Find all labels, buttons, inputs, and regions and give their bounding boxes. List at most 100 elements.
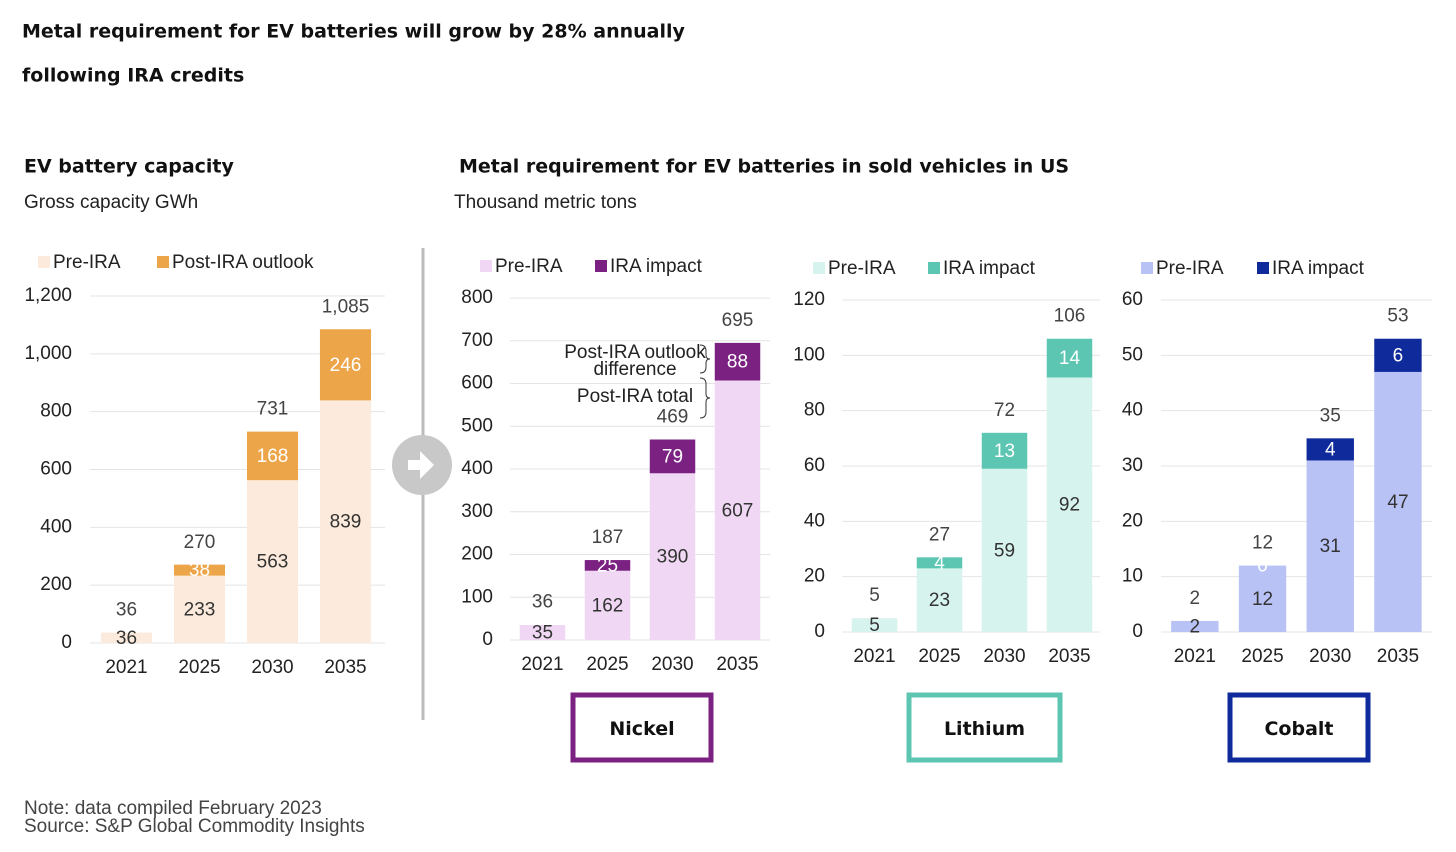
bar-segment <box>173 564 226 576</box>
y-tick-label: 60 <box>804 455 825 476</box>
y-tick-label: 0 <box>61 632 72 653</box>
y-tick-label: 200 <box>40 574 72 595</box>
total-label: 36 <box>116 600 137 621</box>
annotation-bracket <box>699 377 711 419</box>
y-tick-label: 0 <box>1132 621 1143 642</box>
legend-swatch <box>928 262 940 274</box>
bar-segment <box>246 480 299 643</box>
bar-segment <box>1306 438 1354 461</box>
main-title: Metal requirement for EV batteries will … <box>22 21 685 43</box>
bar-label: 607 <box>722 500 754 521</box>
bar-segment <box>1374 371 1422 632</box>
bar-label: 6 <box>1393 345 1404 366</box>
x-tick-label: 2030 <box>651 654 693 675</box>
x-tick-label: 2035 <box>1048 646 1090 667</box>
metal-label: Nickel <box>609 718 674 740</box>
source: Source: S&P Global Commodity Insights <box>24 816 365 837</box>
total-label: 187 <box>592 527 624 548</box>
bar-label: 233 <box>184 599 216 620</box>
section-subtitle: Thousand metric tons <box>454 192 637 213</box>
label-box <box>906 692 1063 763</box>
section-title: Metal requirement for EV batteries in so… <box>459 156 1069 178</box>
bar-segment <box>714 342 761 381</box>
bar-label: 162 <box>592 595 624 616</box>
bar-label: 36 <box>116 628 137 649</box>
total-label: 270 <box>184 532 216 553</box>
bar-label: 5 <box>869 615 880 636</box>
legend-label: Pre-IRA <box>495 256 563 277</box>
x-tick-label: 2035 <box>1377 646 1419 667</box>
x-tick-label: 2025 <box>178 657 220 678</box>
y-tick-label: 700 <box>461 330 493 351</box>
legend-label: IRA impact <box>943 258 1036 279</box>
y-tick-label: 500 <box>461 415 493 436</box>
bar-segment <box>851 618 898 632</box>
total-label: 469 <box>657 407 689 428</box>
label-box <box>570 692 714 763</box>
bar-segment <box>916 568 963 632</box>
bar-segment <box>519 625 566 640</box>
bar-segment <box>319 329 372 401</box>
bar-label: 246 <box>330 355 362 376</box>
y-tick-label: 120 <box>793 289 825 310</box>
y-tick-label: 100 <box>793 344 825 365</box>
y-tick-label: 40 <box>1122 400 1143 421</box>
total-label: 731 <box>257 399 289 420</box>
y-tick-label: 200 <box>461 544 493 565</box>
total-label: 1,085 <box>322 296 370 317</box>
note: Note: data compiled February 2023 <box>24 798 322 819</box>
x-tick-label: 2030 <box>1309 646 1351 667</box>
bar-label: 47 <box>1387 492 1408 513</box>
total-label: 695 <box>722 310 754 331</box>
legend-swatch <box>480 260 492 272</box>
bar-label: 4 <box>934 553 945 574</box>
total-label: 5 <box>869 585 880 606</box>
y-tick-label: 600 <box>40 459 72 480</box>
bar-label: 563 <box>257 552 289 573</box>
y-tick-label: 300 <box>461 501 493 522</box>
y-tick-label: 100 <box>461 586 493 607</box>
y-tick-label: 80 <box>804 400 825 421</box>
total-label: 35 <box>1320 405 1341 426</box>
bar-label: 35 <box>532 623 553 644</box>
bar-segment <box>1046 377 1093 632</box>
y-tick-label: 400 <box>40 516 72 537</box>
legend-swatch <box>1257 262 1269 274</box>
bar-segment <box>584 560 631 571</box>
bar-label: 12 <box>1252 589 1273 610</box>
x-tick-label: 2025 <box>1241 646 1283 667</box>
x-tick-label: 2030 <box>251 657 293 678</box>
bar-segment <box>714 380 761 640</box>
arrow <box>408 451 434 479</box>
x-tick-label: 2021 <box>853 646 895 667</box>
y-tick-label: 50 <box>1122 344 1143 365</box>
metal-label: Cobalt <box>1264 718 1333 740</box>
bar-segment <box>981 432 1028 469</box>
legend-label: IRA impact <box>1272 258 1365 279</box>
total-label: 106 <box>1054 306 1086 327</box>
y-tick-label: 400 <box>461 458 493 479</box>
legend-label: IRA impact <box>610 256 703 277</box>
annotation: Post-IRA outlook <box>564 342 706 363</box>
y-tick-label: 1,200 <box>24 285 72 306</box>
bar-label: 168 <box>257 446 289 467</box>
total-label: 27 <box>929 524 950 545</box>
bar-segment <box>649 439 696 474</box>
bar-segment <box>916 557 963 569</box>
bar-label: 0 <box>1257 556 1268 577</box>
bar-label: 2 <box>1190 616 1201 637</box>
main-title: following IRA credits <box>22 65 244 87</box>
y-tick-label: 40 <box>804 510 825 531</box>
bar-segment <box>649 473 696 640</box>
bar-label: 79 <box>662 446 683 467</box>
legend-swatch <box>38 256 50 268</box>
y-tick-label: 0 <box>814 621 825 642</box>
bar-segment <box>1374 338 1422 372</box>
total-label: 2 <box>1190 588 1201 609</box>
y-tick-label: 30 <box>1122 455 1143 476</box>
metal-label: Lithium <box>944 718 1025 740</box>
x-tick-label: 2030 <box>983 646 1025 667</box>
y-tick-label: 600 <box>461 373 493 394</box>
y-tick-label: 20 <box>1122 510 1143 531</box>
legend-swatch <box>157 256 169 268</box>
